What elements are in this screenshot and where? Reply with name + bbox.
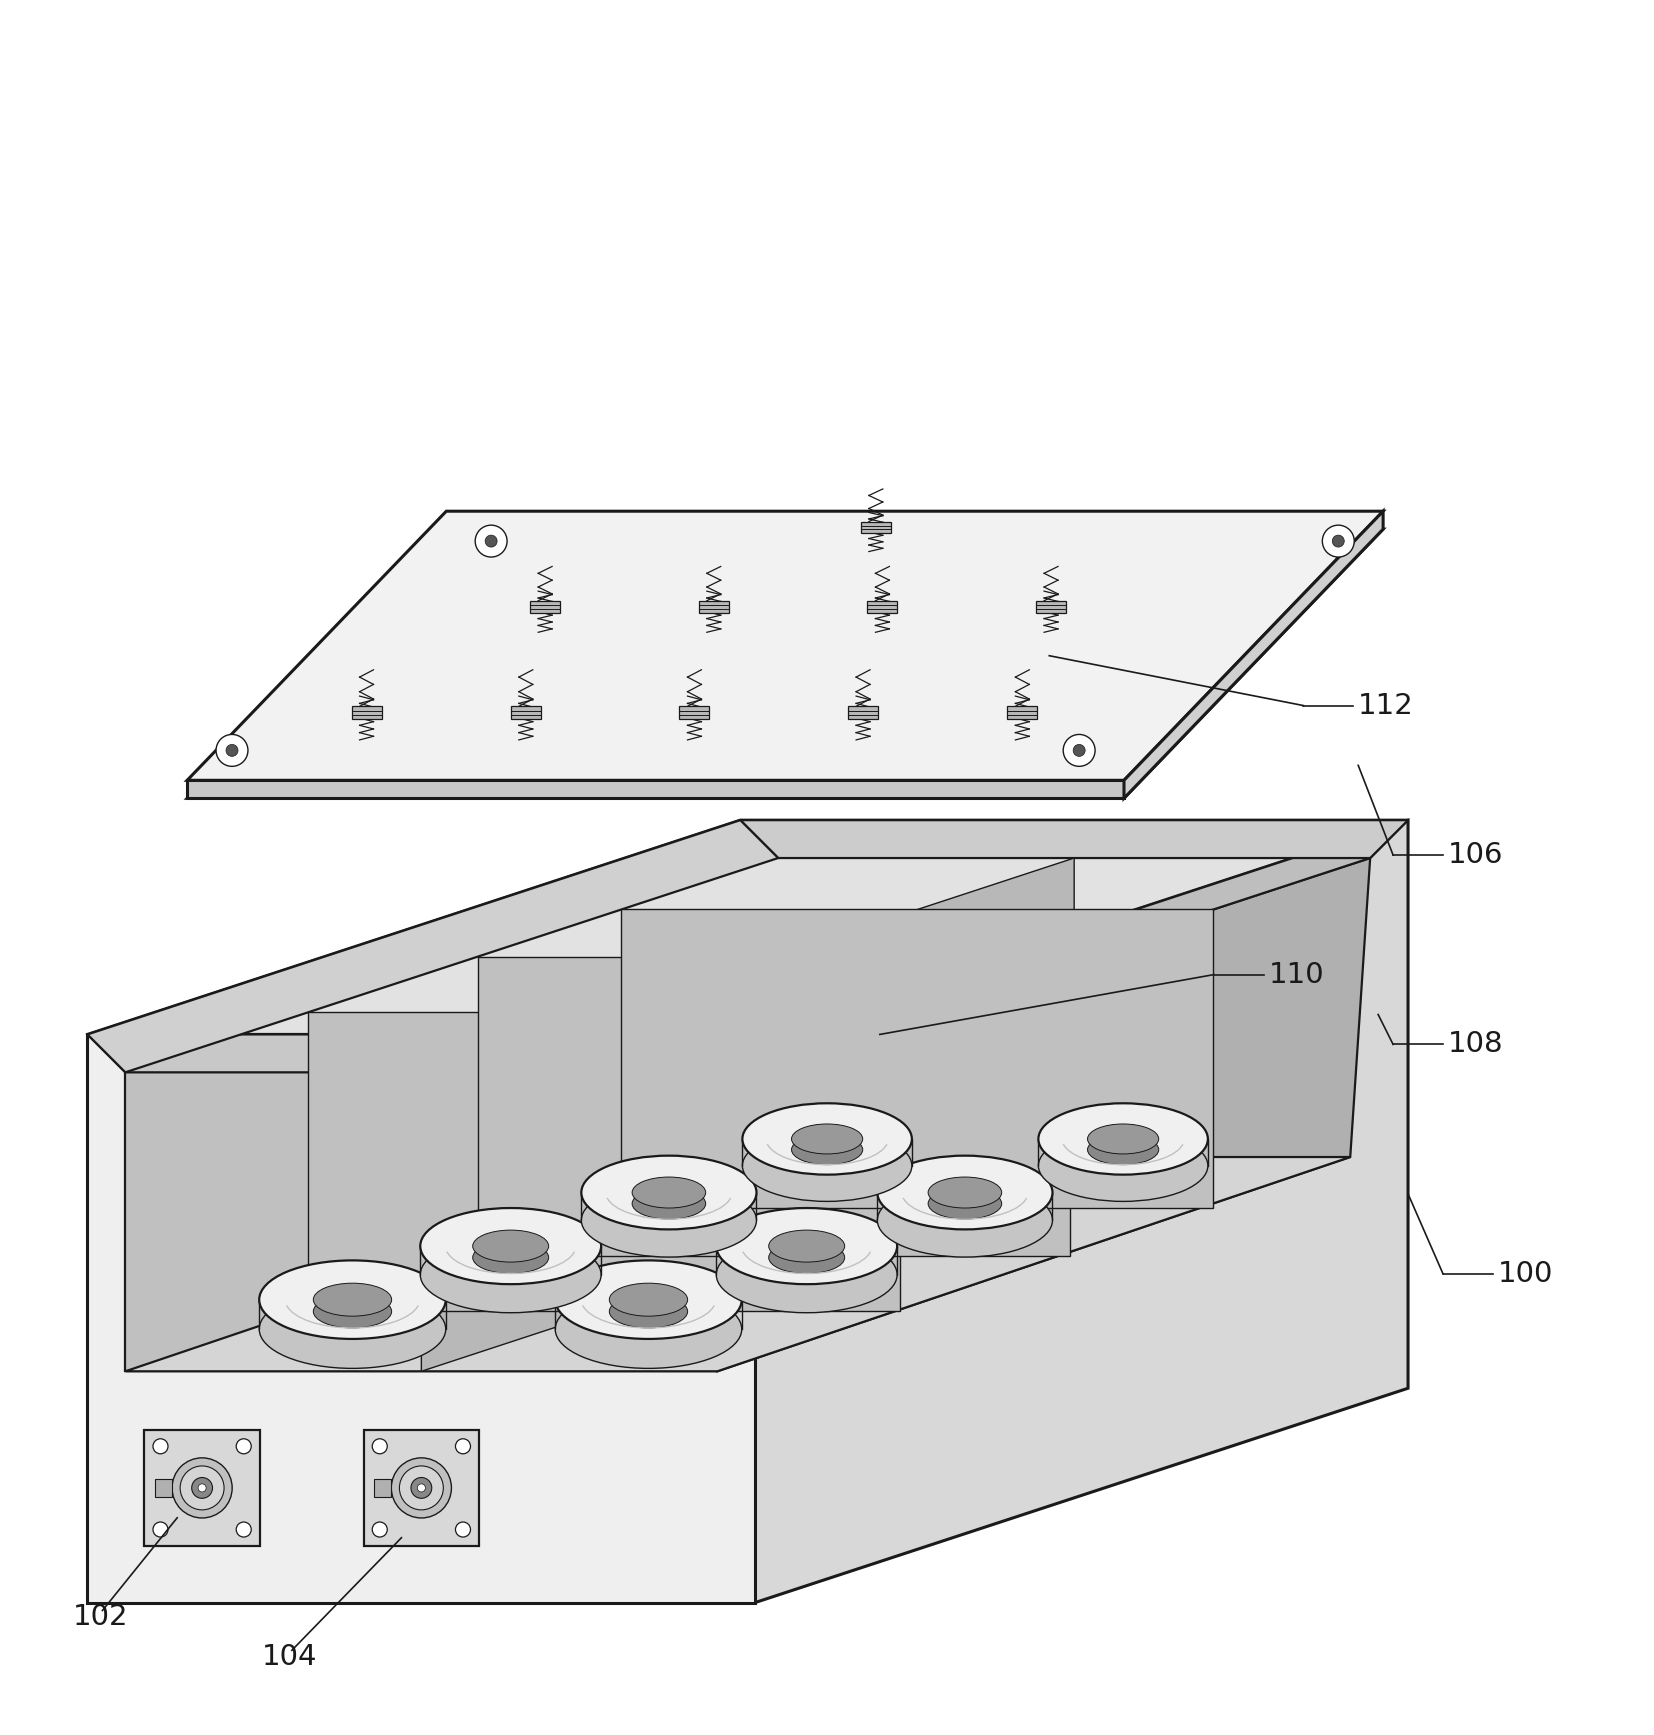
Ellipse shape bbox=[716, 1237, 896, 1313]
Circle shape bbox=[417, 1483, 425, 1492]
Polygon shape bbox=[867, 600, 898, 612]
Ellipse shape bbox=[1039, 1129, 1207, 1201]
Ellipse shape bbox=[313, 1294, 392, 1327]
Polygon shape bbox=[422, 859, 1073, 1371]
Polygon shape bbox=[364, 1430, 480, 1546]
Circle shape bbox=[237, 1438, 251, 1454]
Circle shape bbox=[172, 1457, 232, 1518]
Circle shape bbox=[372, 1522, 387, 1537]
Circle shape bbox=[198, 1483, 207, 1492]
Circle shape bbox=[1322, 526, 1355, 557]
Polygon shape bbox=[531, 600, 561, 612]
Ellipse shape bbox=[473, 1242, 549, 1273]
Ellipse shape bbox=[609, 1294, 688, 1327]
Polygon shape bbox=[88, 1034, 756, 1603]
Text: 112: 112 bbox=[1358, 692, 1414, 720]
Circle shape bbox=[192, 1478, 212, 1499]
Polygon shape bbox=[308, 1012, 900, 1312]
Circle shape bbox=[217, 734, 248, 767]
Ellipse shape bbox=[1088, 1135, 1159, 1164]
Ellipse shape bbox=[609, 1284, 688, 1317]
Ellipse shape bbox=[556, 1260, 741, 1339]
Polygon shape bbox=[849, 706, 878, 720]
Circle shape bbox=[1073, 744, 1085, 756]
Ellipse shape bbox=[792, 1124, 863, 1154]
Polygon shape bbox=[700, 600, 729, 612]
Ellipse shape bbox=[473, 1230, 549, 1261]
Polygon shape bbox=[1035, 600, 1065, 612]
Polygon shape bbox=[352, 706, 382, 720]
Ellipse shape bbox=[420, 1237, 600, 1313]
Polygon shape bbox=[88, 821, 1408, 1034]
Ellipse shape bbox=[632, 1176, 706, 1208]
Text: 108: 108 bbox=[1447, 1031, 1503, 1058]
Polygon shape bbox=[478, 956, 1070, 1256]
Ellipse shape bbox=[556, 1289, 741, 1369]
Circle shape bbox=[152, 1438, 169, 1454]
Ellipse shape bbox=[769, 1230, 845, 1261]
Circle shape bbox=[410, 1478, 432, 1499]
Ellipse shape bbox=[260, 1289, 445, 1369]
Ellipse shape bbox=[581, 1183, 756, 1258]
Circle shape bbox=[1064, 734, 1095, 767]
Ellipse shape bbox=[928, 1176, 1002, 1208]
Circle shape bbox=[392, 1457, 452, 1518]
Ellipse shape bbox=[928, 1188, 1002, 1220]
Polygon shape bbox=[374, 1480, 392, 1497]
Polygon shape bbox=[88, 1034, 756, 1072]
Polygon shape bbox=[187, 781, 1125, 798]
Polygon shape bbox=[126, 1157, 1350, 1371]
Ellipse shape bbox=[581, 1156, 756, 1230]
Text: 106: 106 bbox=[1447, 841, 1503, 869]
Ellipse shape bbox=[743, 1103, 911, 1175]
Polygon shape bbox=[680, 706, 710, 720]
Polygon shape bbox=[126, 1072, 718, 1371]
Polygon shape bbox=[718, 859, 1370, 1371]
Text: 102: 102 bbox=[73, 1603, 127, 1631]
Ellipse shape bbox=[1088, 1124, 1159, 1154]
Ellipse shape bbox=[743, 1129, 911, 1201]
Ellipse shape bbox=[1039, 1103, 1207, 1175]
Polygon shape bbox=[1125, 512, 1383, 798]
Text: 110: 110 bbox=[1269, 961, 1325, 989]
Ellipse shape bbox=[632, 1188, 706, 1220]
Polygon shape bbox=[187, 529, 1383, 798]
Circle shape bbox=[485, 534, 498, 547]
Ellipse shape bbox=[877, 1183, 1052, 1258]
Polygon shape bbox=[1007, 706, 1037, 720]
Polygon shape bbox=[511, 706, 541, 720]
Ellipse shape bbox=[877, 1156, 1052, 1230]
Circle shape bbox=[455, 1438, 470, 1454]
Circle shape bbox=[237, 1522, 251, 1537]
Polygon shape bbox=[741, 821, 1408, 859]
Polygon shape bbox=[756, 821, 1408, 1603]
Text: 104: 104 bbox=[261, 1643, 318, 1671]
Polygon shape bbox=[155, 1480, 172, 1497]
Circle shape bbox=[399, 1466, 443, 1509]
Polygon shape bbox=[622, 909, 1214, 1209]
Ellipse shape bbox=[769, 1242, 845, 1273]
Circle shape bbox=[475, 526, 508, 557]
Circle shape bbox=[227, 744, 238, 756]
Polygon shape bbox=[187, 512, 1383, 781]
Ellipse shape bbox=[792, 1135, 863, 1164]
Polygon shape bbox=[144, 1430, 260, 1546]
Polygon shape bbox=[860, 522, 892, 533]
Circle shape bbox=[1333, 534, 1345, 547]
Ellipse shape bbox=[313, 1284, 392, 1317]
Ellipse shape bbox=[716, 1208, 896, 1284]
Ellipse shape bbox=[420, 1208, 600, 1284]
Circle shape bbox=[455, 1522, 470, 1537]
Circle shape bbox=[372, 1438, 387, 1454]
Circle shape bbox=[180, 1466, 223, 1509]
Polygon shape bbox=[718, 821, 1408, 1072]
Polygon shape bbox=[88, 821, 777, 1072]
Circle shape bbox=[152, 1522, 169, 1537]
Text: 100: 100 bbox=[1499, 1260, 1553, 1287]
Ellipse shape bbox=[260, 1260, 445, 1339]
